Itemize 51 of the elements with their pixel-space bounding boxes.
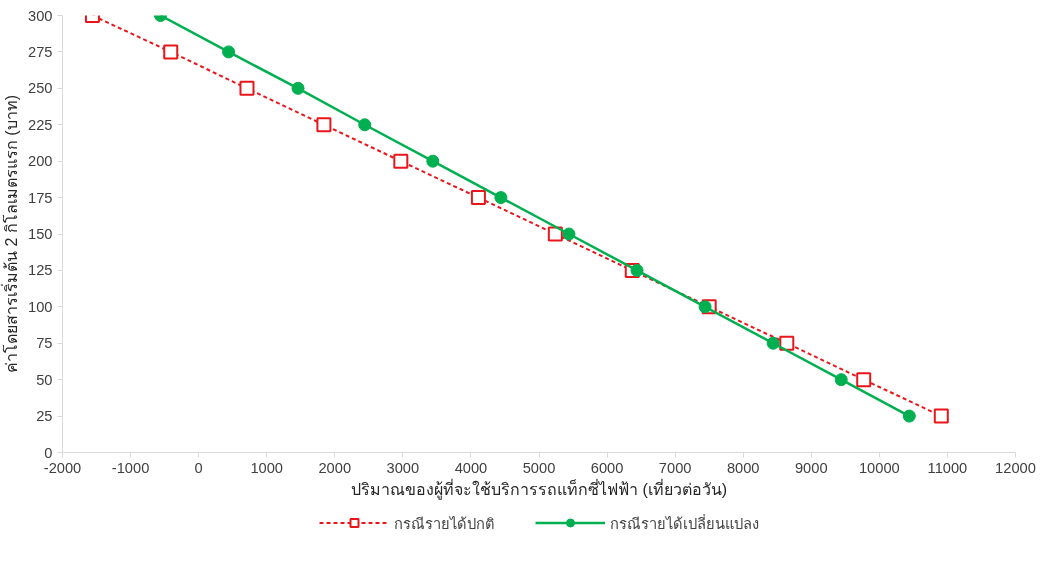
point [291, 81, 305, 95]
y-tick-label: 100 [28, 298, 53, 315]
point [547, 226, 563, 242]
x-tick-label: 4000 [454, 459, 488, 476]
point [494, 191, 508, 205]
y-tick-label: 250 [28, 80, 53, 97]
point [163, 44, 179, 60]
y-tick-label: 75 [36, 335, 53, 352]
point [856, 372, 872, 388]
point [766, 336, 780, 350]
x-tick-label: 7000 [658, 459, 692, 476]
y-tick-label: 25 [36, 408, 53, 425]
point [834, 373, 848, 387]
y-tick-label: 125 [28, 262, 53, 279]
point [426, 154, 440, 168]
x-tick-label: 2000 [318, 459, 352, 476]
point [393, 153, 409, 169]
x-tick-label: 3000 [386, 459, 420, 476]
point [933, 408, 949, 424]
point [358, 118, 372, 132]
legend-label: กรณีรายได้ปกติ [393, 514, 495, 533]
point [562, 227, 576, 241]
y-tick-label: 275 [28, 43, 53, 60]
x-tick-label: 6000 [590, 459, 624, 476]
y-tick-label: 300 [28, 7, 53, 24]
point [698, 300, 712, 314]
y-tick-label: 150 [28, 226, 53, 242]
x-tick-label: 12000 [995, 459, 1036, 476]
y-tick-label: 225 [28, 116, 53, 133]
y-tick-label: 175 [28, 189, 53, 206]
x-tick-label: 10000 [858, 459, 900, 476]
x-tick-label: -2000 [43, 459, 82, 476]
y-tick-label: 50 [36, 371, 53, 388]
x-tick-label: -1000 [111, 459, 150, 476]
x-tick-label: 1000 [250, 459, 284, 476]
point [470, 190, 486, 206]
x-tick-label: 9000 [794, 459, 828, 476]
x-tick-label: 11000 [927, 459, 968, 476]
x-axis-title: ปริมาณของผู้ที่จะใช้บริการรถแท็กซี่ไฟฟ้า (เที่ยวต่อวัน) [350, 477, 728, 500]
point [902, 409, 916, 423]
y-tick-label: 200 [28, 153, 53, 170]
x-tick-label: 0 [194, 459, 203, 476]
x-tick-label: 8000 [726, 459, 760, 476]
point [316, 117, 332, 133]
y-axis-title: ค่าโดยสารเริ่มต้น 2 กิโลเมตรแรก (บาท) [0, 95, 21, 373]
point [630, 263, 644, 277]
point [222, 45, 236, 59]
x-tick-label: 5000 [522, 459, 556, 476]
legend-label: กรณีรายได้เปลี่ยนแปลง [609, 513, 759, 533]
y-tick-label: 0 [44, 444, 53, 461]
point [239, 80, 255, 96]
